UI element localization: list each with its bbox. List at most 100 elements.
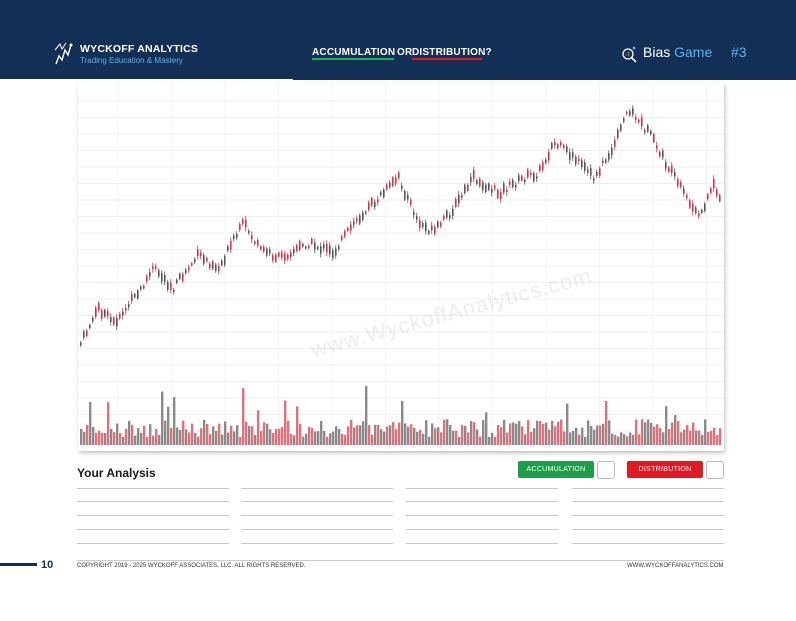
candle-body [134, 294, 136, 298]
volume-bar [113, 432, 116, 445]
volume-bar [386, 426, 389, 445]
candle-body [521, 175, 523, 181]
volume-bar [647, 419, 650, 445]
volume-bar [335, 426, 338, 445]
candle-body [413, 212, 415, 216]
volume-bar [125, 428, 128, 445]
candle-body [317, 246, 319, 249]
volume-bar [233, 431, 236, 445]
candle-body [497, 189, 499, 199]
candle-body [623, 118, 625, 122]
candle-body [527, 169, 529, 178]
volume-bar [230, 425, 233, 445]
candle-body [242, 219, 244, 224]
candle-body [398, 172, 400, 179]
analysis-line [241, 543, 393, 544]
candle-body [563, 145, 565, 148]
candle-body [551, 143, 553, 149]
volume-bar [458, 436, 461, 445]
copyright-text: COPYRIGHT 2019 - 2025 WYCKOFF ASSOCIATES… [77, 563, 306, 569]
candle-body [566, 146, 568, 153]
candle-body [266, 248, 268, 256]
volume-bar [464, 425, 467, 445]
candle-body [395, 177, 397, 184]
candle-body [89, 324, 91, 329]
candle-body [404, 190, 406, 200]
candle-body [269, 249, 271, 254]
volume-bar [194, 432, 197, 445]
candle-body [515, 184, 517, 188]
volume-bar [479, 436, 482, 445]
candle-body [449, 215, 451, 219]
candle-body [155, 266, 157, 269]
volume-bar [392, 422, 395, 445]
candle-body [341, 236, 343, 241]
analysis-line [572, 501, 724, 502]
volume-bar [425, 420, 428, 445]
volume-bar [695, 430, 698, 445]
candle-body [140, 286, 142, 290]
volume-bar [143, 425, 146, 445]
candle-body [629, 110, 631, 116]
website-link[interactable]: WWW.WYCKOFFANALYTICS.COM [627, 563, 724, 569]
volume-bar [449, 424, 452, 445]
candle-body [392, 177, 394, 187]
candle-body [389, 182, 391, 188]
volume-bar [407, 426, 410, 445]
candle-body [593, 178, 595, 181]
candle-body [608, 153, 610, 160]
volume-bar [83, 431, 86, 445]
analysis-line [406, 488, 558, 489]
tab-accumulation: ACCUMULATION [312, 47, 396, 58]
analysis-line [572, 529, 724, 530]
candle-body [80, 342, 82, 346]
game-number: #3 [731, 44, 747, 60]
candle-body [254, 241, 256, 244]
candle-body [128, 304, 130, 308]
volume-bar [329, 433, 332, 445]
volume-bar [254, 434, 257, 445]
candle-body [428, 230, 430, 234]
volume-bar [686, 425, 689, 445]
candle-body [335, 248, 337, 256]
candle-body [581, 160, 583, 167]
volume-bar [137, 428, 140, 445]
volume-bar [161, 391, 164, 445]
volume-bar [311, 428, 314, 445]
candle-body [188, 267, 190, 271]
accumulation-checkbox[interactable] [597, 461, 615, 479]
header-banner: WYCKOFF ANALYTICS Trading Education & Ma… [0, 0, 796, 80]
volume-bar [572, 431, 575, 445]
volume-bar [323, 430, 326, 445]
volume-bar [599, 425, 602, 445]
volume-bar [584, 436, 587, 445]
candle-body [638, 119, 640, 123]
candle-body [230, 240, 232, 250]
volume-bar [662, 432, 665, 445]
candle-body [290, 252, 292, 258]
volume-bar [635, 419, 638, 445]
volume-bar [158, 434, 161, 445]
candle-body [143, 285, 145, 289]
accumulation-button[interactable]: ACCUMULATION [518, 461, 594, 478]
candle-body [632, 108, 634, 115]
volume-bar [587, 420, 590, 445]
volume-bar [281, 427, 284, 445]
analysis-line [77, 515, 229, 516]
volume-bar [605, 400, 608, 445]
candle-body [569, 152, 571, 161]
distribution-checkbox[interactable] [706, 461, 724, 479]
candle-body [695, 207, 697, 214]
volume-bar [86, 424, 89, 445]
distribution-button[interactable]: DISTRIBUTION [627, 461, 703, 478]
volume-bar [398, 422, 401, 445]
volume-bar [155, 429, 158, 445]
volume-bar [569, 432, 572, 445]
volume-bar [296, 406, 299, 445]
candle-body [203, 254, 205, 264]
analysis-line [241, 515, 393, 516]
volume-bar [482, 420, 485, 445]
volume-bar [314, 431, 317, 445]
candle-body [488, 183, 490, 190]
volume-bar [257, 410, 260, 445]
